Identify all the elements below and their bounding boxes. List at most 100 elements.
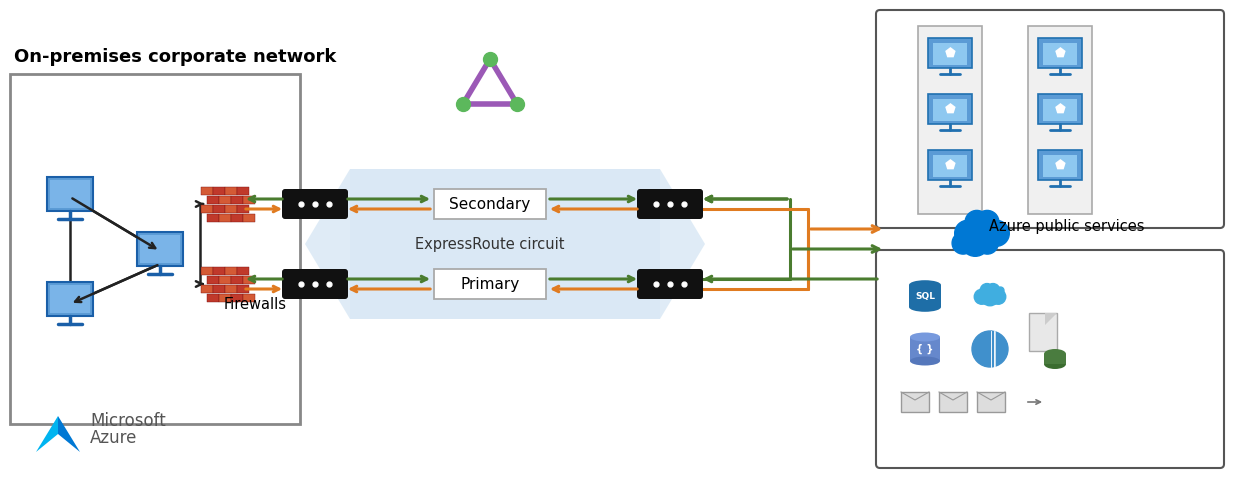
Bar <box>207 195 219 204</box>
Bar <box>243 214 255 222</box>
Bar <box>928 94 972 124</box>
Bar <box>219 214 231 222</box>
Circle shape <box>961 228 990 256</box>
Bar <box>909 285 941 307</box>
Bar <box>50 285 89 313</box>
FancyBboxPatch shape <box>637 269 703 299</box>
Text: SQL: SQL <box>915 292 935 300</box>
Ellipse shape <box>1045 359 1066 369</box>
Ellipse shape <box>910 356 940 365</box>
Bar <box>933 99 968 121</box>
Circle shape <box>980 284 994 297</box>
Polygon shape <box>1045 313 1057 325</box>
Text: { }: { } <box>917 344 934 354</box>
Bar <box>1043 155 1077 177</box>
Bar <box>900 392 929 412</box>
Bar <box>201 205 212 213</box>
FancyBboxPatch shape <box>637 189 703 219</box>
Circle shape <box>991 289 1006 304</box>
Text: ⬟: ⬟ <box>945 103 955 116</box>
Circle shape <box>975 210 999 234</box>
Bar <box>219 275 231 284</box>
FancyBboxPatch shape <box>282 269 348 299</box>
Text: Microsoft: Microsoft <box>89 412 165 430</box>
Bar <box>1038 94 1082 124</box>
Circle shape <box>984 220 1010 246</box>
Bar <box>928 38 972 68</box>
Polygon shape <box>350 169 705 319</box>
Bar <box>237 186 248 195</box>
Circle shape <box>970 224 990 243</box>
Polygon shape <box>306 169 660 319</box>
Ellipse shape <box>1045 349 1066 359</box>
Bar <box>225 285 236 293</box>
Bar <box>225 205 236 213</box>
Bar <box>977 392 1005 412</box>
Text: ⬟: ⬟ <box>1054 160 1066 172</box>
Text: ⬟: ⬟ <box>1054 47 1066 60</box>
Bar <box>212 266 225 275</box>
Bar <box>237 266 248 275</box>
Circle shape <box>980 286 1000 306</box>
Bar <box>225 186 236 195</box>
Text: ⬟: ⬟ <box>1054 103 1066 116</box>
Bar <box>207 214 219 222</box>
Polygon shape <box>36 416 58 452</box>
Ellipse shape <box>910 332 940 342</box>
Bar <box>212 205 225 213</box>
Bar <box>231 294 242 302</box>
Text: Firewalls: Firewalls <box>224 297 287 312</box>
Bar <box>1038 38 1082 68</box>
Bar <box>50 180 89 208</box>
Text: Secondary: Secondary <box>450 196 530 212</box>
Circle shape <box>961 224 981 243</box>
Bar <box>1043 43 1077 65</box>
FancyBboxPatch shape <box>876 10 1225 228</box>
Bar <box>231 275 242 284</box>
Circle shape <box>965 210 989 234</box>
Bar <box>201 266 212 275</box>
Bar <box>201 186 212 195</box>
Bar <box>47 282 93 316</box>
Bar <box>243 195 255 204</box>
Bar <box>231 195 242 204</box>
Circle shape <box>974 289 989 304</box>
Bar <box>243 275 255 284</box>
Text: On-premises corporate network: On-premises corporate network <box>14 48 337 66</box>
Bar <box>933 155 968 177</box>
Ellipse shape <box>909 280 941 290</box>
Ellipse shape <box>909 302 941 312</box>
Bar <box>1045 354 1066 364</box>
Bar <box>237 205 248 213</box>
Bar <box>47 177 93 211</box>
Bar <box>243 294 255 302</box>
Bar <box>219 294 231 302</box>
FancyBboxPatch shape <box>433 269 546 299</box>
Bar <box>939 392 968 412</box>
FancyBboxPatch shape <box>282 189 348 219</box>
Bar <box>1030 313 1057 351</box>
FancyBboxPatch shape <box>433 189 546 219</box>
Bar <box>212 285 225 293</box>
Bar <box>231 214 242 222</box>
Text: ⬟: ⬟ <box>945 160 955 172</box>
Bar <box>140 235 180 263</box>
Circle shape <box>953 232 974 254</box>
FancyBboxPatch shape <box>876 250 1225 468</box>
Bar <box>212 186 225 195</box>
Bar <box>237 285 248 293</box>
Circle shape <box>972 331 1009 367</box>
Circle shape <box>976 232 999 254</box>
Bar <box>928 150 972 180</box>
Bar <box>207 275 219 284</box>
Circle shape <box>955 220 981 246</box>
Circle shape <box>965 215 999 249</box>
Bar <box>1043 99 1077 121</box>
Bar <box>137 232 183 266</box>
Bar <box>219 195 231 204</box>
Polygon shape <box>58 416 79 452</box>
Text: ExpressRoute circuit: ExpressRoute circuit <box>415 237 565 251</box>
Bar <box>910 337 940 361</box>
Bar <box>207 294 219 302</box>
Bar <box>918 26 982 214</box>
